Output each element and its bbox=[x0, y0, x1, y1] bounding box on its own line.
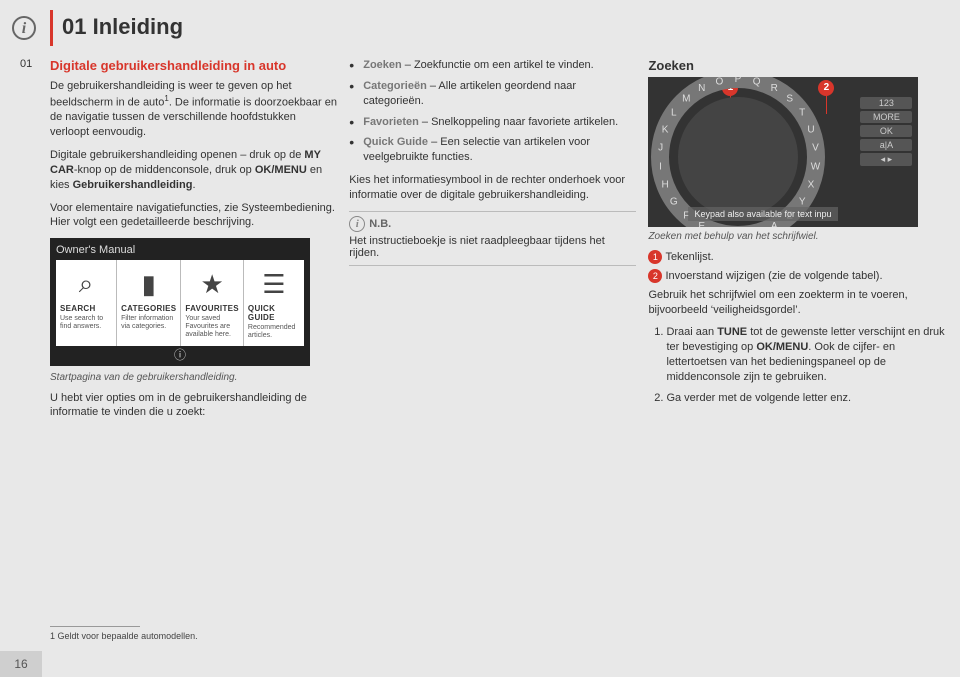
nb-head: i N.B. bbox=[349, 216, 636, 232]
section-accent-bar bbox=[50, 10, 53, 46]
column-3: Zoeken 1 2 PQRSTUVWXYZABCDEFGHIJKLMNO 12… bbox=[648, 58, 950, 428]
content-columns: Digitale gebruikershandleiding in auto D… bbox=[50, 58, 950, 428]
opt-quickguide: Quick Guide – Een selectie van artikelen… bbox=[349, 135, 636, 165]
col2-p: Kies het informatiesymbool in de rechter… bbox=[349, 173, 636, 203]
opt-categories: Categorieën – Alle artikelen geordend na… bbox=[349, 79, 636, 109]
wheel-svg: PQRSTUVWXYZABCDEFGHIJKLMNO bbox=[648, 77, 858, 227]
svg-text:V: V bbox=[813, 143, 820, 154]
om-footer-info-icon: ⓘ bbox=[174, 346, 186, 363]
svg-text:U: U bbox=[808, 124, 815, 135]
chapter-marginal: 01 bbox=[20, 58, 32, 70]
footnote-rule bbox=[50, 626, 140, 627]
om-grid: ⌕ SEARCH Use search to find answers. ▮ C… bbox=[56, 260, 304, 345]
col1-caption: Startpagina van de gebruikershandleiding… bbox=[50, 372, 337, 383]
wheel-side-panel: 123 MORE OK a|A ◂ ▸ bbox=[860, 97, 912, 168]
svg-text:S: S bbox=[787, 94, 794, 105]
svg-text:A: A bbox=[771, 221, 778, 227]
search-wheel-graphic: 1 2 PQRSTUVWXYZABCDEFGHIJKLMNO 123 MORE … bbox=[648, 77, 918, 227]
svg-text:G: G bbox=[670, 196, 678, 207]
col3-p: Gebruik het schrijfwiel om een zoekterm … bbox=[648, 288, 950, 318]
legend-2: 2Invoerstand wijzigen (zie de volgende t… bbox=[648, 269, 950, 284]
column-2: Zoeken – Zoekfunctie om een artikel te v… bbox=[349, 58, 636, 428]
side-ok: OK bbox=[860, 125, 912, 137]
svg-text:R: R bbox=[771, 83, 778, 94]
om-cell-search: ⌕ SEARCH Use search to find answers. bbox=[56, 260, 117, 345]
opt-search: Zoeken – Zoekfunctie om een artikel te v… bbox=[349, 58, 636, 73]
svg-text:K: K bbox=[662, 124, 669, 135]
nb-text: Het instructieboekje is niet raadpleegba… bbox=[349, 235, 636, 259]
search-icon: ⌕ bbox=[60, 264, 112, 304]
svg-text:E: E bbox=[699, 221, 706, 227]
col3-heading: Zoeken bbox=[648, 58, 950, 73]
chapter-title: 01 Inleiding bbox=[62, 14, 183, 40]
svg-text:J: J bbox=[659, 143, 664, 154]
col1-p1: De gebruikershandleiding is weer te geve… bbox=[50, 79, 337, 140]
col3-caption: Zoeken met behulp van het schrijfwiel. bbox=[648, 231, 950, 242]
svg-text:T: T bbox=[800, 108, 806, 119]
side-case: a|A bbox=[860, 139, 912, 151]
column-1: Digitale gebruikershandleiding in auto D… bbox=[50, 58, 337, 428]
nb-info-icon: i bbox=[349, 216, 365, 232]
svg-text:I: I bbox=[660, 161, 663, 172]
om-cell-categories: ▮ CATEGORIES Filter information via cate… bbox=[117, 260, 181, 345]
nb-box: i N.B. Het instructieboekje is niet raad… bbox=[349, 211, 636, 266]
opt-favourites: Favorieten – Snelkoppeling naar favoriet… bbox=[349, 115, 636, 130]
info-icon: i bbox=[12, 16, 36, 40]
owners-manual-screenshot: Owner's Manual ⌕ SEARCH Use search to fi… bbox=[50, 238, 310, 365]
col1-p4: U hebt vier opties om in de gebruikersha… bbox=[50, 391, 337, 421]
om-cell-favourites: ★ FAVOURITES Your saved Favourites are a… bbox=[181, 260, 244, 345]
svg-text:Q: Q bbox=[753, 77, 761, 87]
footnote: 1 Geldt voor bepaalde automodellen. bbox=[50, 631, 198, 641]
svg-text:Y: Y bbox=[799, 196, 806, 207]
side-123: 123 bbox=[860, 97, 912, 109]
col1-heading: Digitale gebruikershandleiding in auto bbox=[50, 58, 337, 73]
svg-text:M: M bbox=[683, 94, 691, 105]
om-title: Owner's Manual bbox=[56, 244, 304, 256]
step-1: Draai aan TUNE tot de gewenste letter ve… bbox=[666, 325, 950, 384]
svg-text:O: O bbox=[716, 77, 724, 87]
book-icon: ▮ bbox=[121, 264, 176, 304]
svg-text:H: H bbox=[662, 180, 669, 191]
step-2: Ga verder met de volgende letter enz. bbox=[666, 391, 950, 406]
side-more: MORE bbox=[860, 111, 912, 123]
nb-label: N.B. bbox=[369, 218, 391, 230]
star-icon: ★ bbox=[185, 264, 239, 304]
lines-icon: ☰ bbox=[248, 264, 300, 304]
svg-text:L: L bbox=[671, 108, 677, 119]
svg-text:P: P bbox=[735, 77, 742, 85]
svg-text:W: W bbox=[811, 161, 821, 172]
options-list: Zoeken – Zoekfunctie om een artikel te v… bbox=[349, 58, 636, 165]
page-number: 16 bbox=[0, 651, 42, 677]
side-arrows: ◂ ▸ bbox=[860, 153, 912, 166]
legend-1-badge: 1 bbox=[648, 250, 662, 264]
steps-list: Draai aan TUNE tot de gewenste letter ve… bbox=[666, 325, 950, 405]
svg-text:N: N bbox=[699, 83, 706, 94]
om-cell-quickguide: ☰ QUICK GUIDE Recommended articles. bbox=[244, 260, 304, 345]
svg-text:X: X bbox=[808, 180, 815, 191]
col1-p3: Voor elementaire navigatiefuncties, zie … bbox=[50, 201, 337, 231]
keypad-note: Keypad also available for text inpu bbox=[688, 207, 837, 221]
col1-p2: Digitale gebruikershandleiding openen – … bbox=[50, 148, 337, 193]
legend-2-badge: 2 bbox=[648, 269, 662, 283]
legend-1: 1Tekenlijst. bbox=[648, 250, 950, 265]
